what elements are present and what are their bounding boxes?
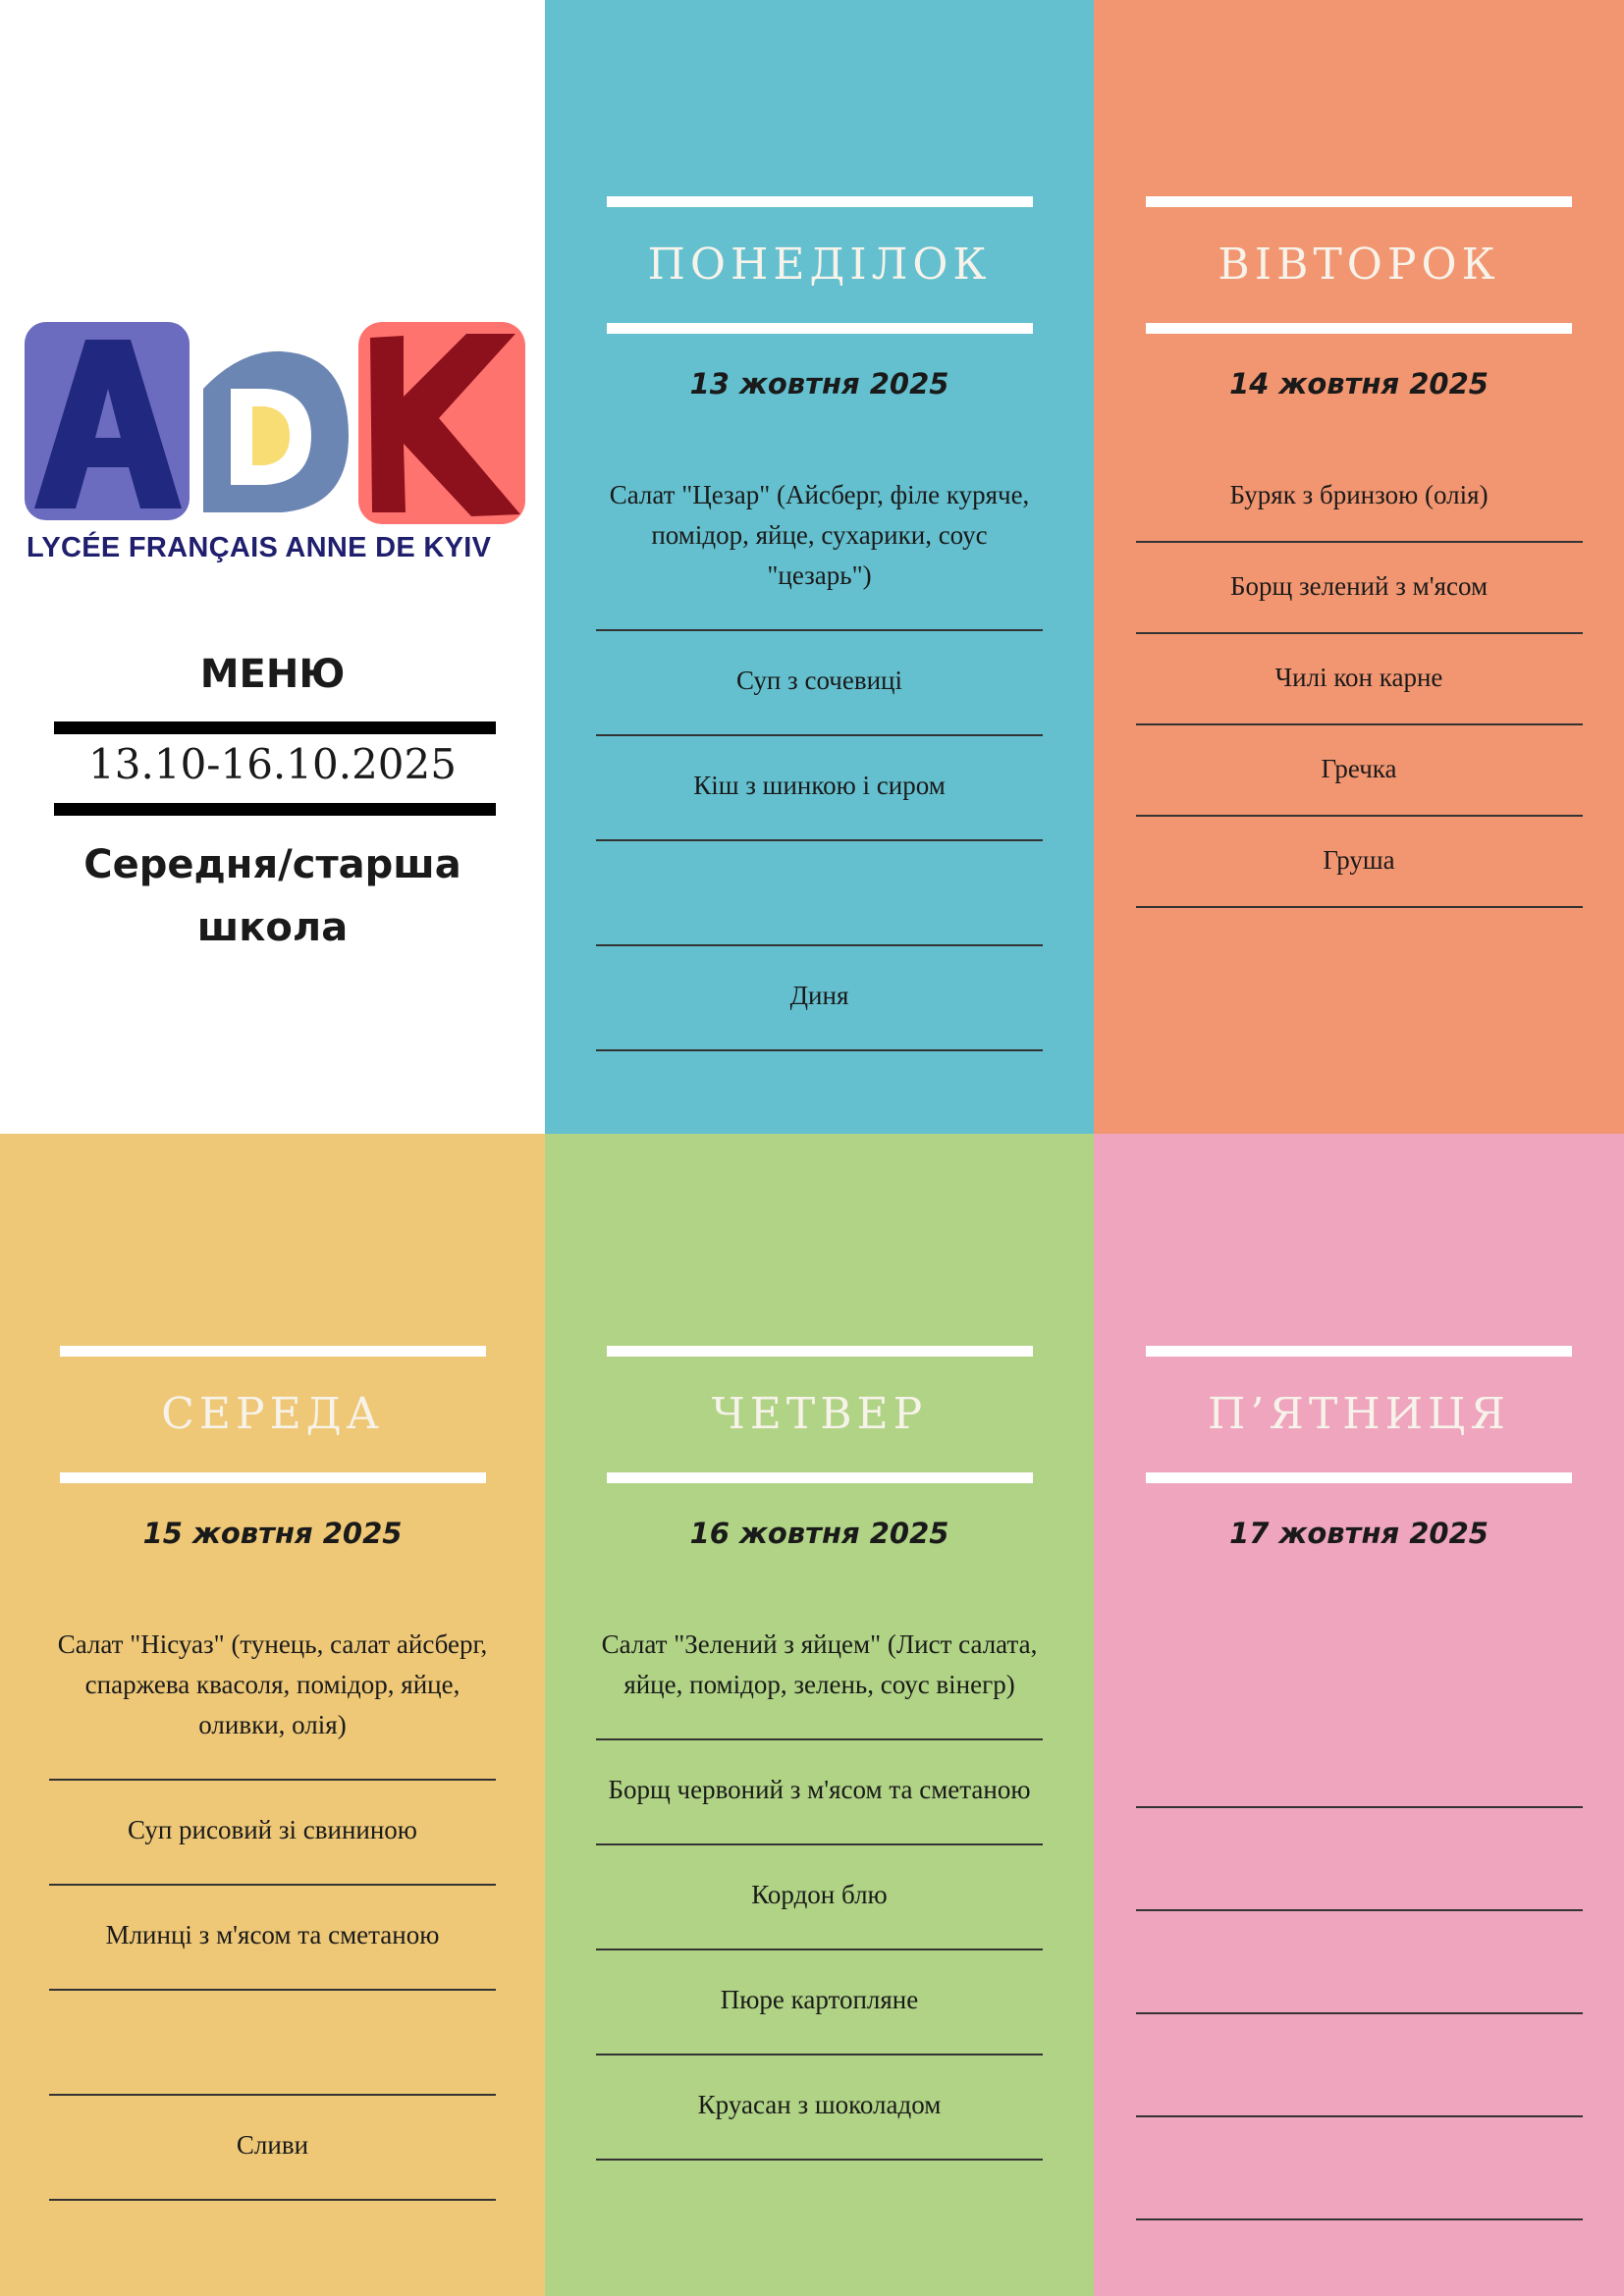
divider — [54, 803, 496, 816]
title-bar — [1146, 196, 1572, 207]
menu-item — [1135, 2014, 1583, 2117]
menu-item: Чилі кон карне — [1135, 634, 1583, 725]
title-bar — [606, 1346, 1033, 1357]
menu-item: Салат "Зелений з яйцем" (Лист салата, яй… — [596, 1625, 1043, 1740]
menu-item — [1135, 1911, 1583, 2014]
menu-items: Салат "Нісуаз" (тунець, салат айсберг, с… — [49, 1625, 496, 2201]
menu-item — [49, 1991, 496, 2096]
intro-panel: LYCÉE FRANÇAIS ANNE DE KYIV МЕНЮ 13.10-1… — [0, 0, 545, 1134]
menu-item: Салат "Цезар" (Айсберг, філе куряче, пом… — [596, 475, 1043, 631]
menu-items: Салат "Зелений з яйцем" (Лист салата, яй… — [596, 1625, 1043, 2161]
title-bar — [606, 1472, 1033, 1483]
menu-item: Борщ зелений з м'ясом — [1135, 543, 1583, 634]
day-name: ЧЕТВЕР — [711, 1389, 928, 1439]
menu-items — [1135, 1705, 1583, 2220]
menu-item — [1135, 2117, 1583, 2220]
title-bar — [1146, 323, 1572, 334]
day-monday: ПОНЕДІЛОК 13 жовтня 2025 Салат "Цезар" (Ай… — [545, 0, 1094, 1134]
day-name: ВІВТОРОК — [1218, 240, 1500, 290]
menu-item — [1135, 1705, 1583, 1808]
title-bar — [59, 1472, 486, 1483]
divider — [54, 721, 496, 734]
school-name: LYCÉE FRANÇAIS ANNE DE KYIV — [27, 532, 492, 563]
menu-item: Суп з сочевиці — [596, 631, 1043, 736]
title-bar — [1146, 1346, 1572, 1357]
menu-item: Буряк з бринзою (олія) — [1135, 475, 1583, 543]
menu-item: Груша — [1135, 817, 1583, 908]
day-date: 15 жовтня 2025 — [142, 1517, 403, 1550]
day-date: 16 жовтня 2025 — [689, 1517, 949, 1550]
menu-title: МЕНЮ — [199, 652, 346, 697]
menu-item: Гречка — [1135, 725, 1583, 817]
day-name: П’ЯТНИЦЯ — [1208, 1389, 1510, 1439]
menu-item: Пюре картопляне — [596, 1950, 1043, 2056]
menu-item: Млинці з м'ясом та сметаною — [49, 1886, 496, 1991]
day-date: 14 жовтня 2025 — [1229, 367, 1489, 400]
menu-item: Кіш з шинкою і сиром — [596, 736, 1043, 841]
day-friday: П’ЯТНИЦЯ 17 жовтня 2025 — [1094, 1134, 1624, 2296]
menu-item: Диня — [596, 946, 1043, 1051]
title-bar — [606, 196, 1033, 207]
title-bar — [59, 1346, 486, 1357]
day-name: ПОНЕДІЛОК — [647, 240, 992, 290]
menu-item: Кордон блю — [596, 1845, 1043, 1950]
title-bar — [606, 323, 1033, 334]
day-wednesday: СЕРЕДА 15 жовтня 2025 Салат "Нісуаз" (туне… — [0, 1134, 545, 2296]
date-range: 13.10-16.10.2025 — [88, 740, 457, 788]
menu-item: Салат "Нісуаз" (тунець, салат айсберг, с… — [49, 1625, 496, 1781]
menu-items: Салат "Цезар" (Айсберг, філе куряче, пом… — [596, 475, 1043, 1051]
menu-item — [596, 841, 1043, 946]
audience-line2: школа — [196, 905, 349, 950]
menu-item: Суп рисовий зі свининою — [49, 1781, 496, 1886]
menu-items: Буряк з бринзою (олія) Борщ зелений з м'я… — [1135, 475, 1583, 908]
menu-item — [1135, 1808, 1583, 1911]
audience-line1: Середня/старша — [83, 842, 461, 887]
menu-item: Борщ червоний з м'ясом та сметаною — [596, 1740, 1043, 1845]
menu-item: Круасан з шоколадом — [596, 2056, 1043, 2161]
title-bar — [1146, 1472, 1572, 1483]
menu-item: Сливи — [49, 2096, 496, 2201]
day-name: СЕРЕДА — [161, 1389, 384, 1439]
day-date: 17 жовтня 2025 — [1229, 1517, 1489, 1550]
day-tuesday: ВІВТОРОК 14 жовтня 2025 Буряк з бринзою (о… — [1094, 0, 1624, 1134]
day-thursday: ЧЕТВЕР 16 жовтня 2025 Салат "Зелений з яйц… — [545, 1134, 1094, 2296]
adk-logo — [25, 322, 525, 524]
day-date: 13 жовтня 2025 — [689, 367, 949, 400]
